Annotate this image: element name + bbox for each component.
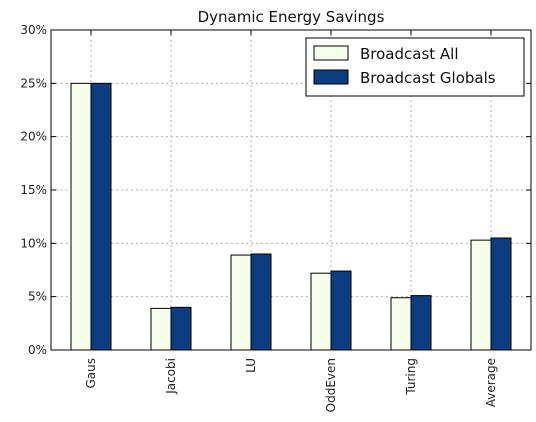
bar-broadcast-all-oddeven: [310, 272, 332, 351]
bar-broadcast-all-turing: [390, 297, 412, 351]
x-tick-label: Gaus: [84, 358, 98, 389]
bar-broadcast-globals-gaus: [90, 82, 112, 351]
x-tick-label: Jacobi: [164, 358, 178, 395]
legend: Broadcast All Broadcast Globals: [305, 37, 525, 97]
y-tick-label: 20%: [20, 130, 47, 144]
legend-swatch-broadcast-all: [313, 45, 349, 61]
y-tick-label: 15%: [20, 183, 47, 197]
bars: [70, 82, 512, 351]
x-tick-label: Average: [484, 358, 498, 407]
y-tick-label: 10%: [20, 236, 47, 250]
bar-broadcast-globals-average: [490, 237, 512, 351]
bar-broadcast-globals-jacobi: [170, 306, 192, 351]
legend-label-broadcast-all: Broadcast All: [360, 45, 459, 63]
x-tick-label: OddEven: [324, 358, 338, 412]
bar-broadcast-all-average: [470, 239, 492, 351]
y-tick-label: 30%: [20, 23, 47, 37]
bar-broadcast-globals-oddeven: [330, 270, 352, 351]
plot-frame: [50, 29, 532, 351]
y-axis: 0% 5% 10% 15% 20% 25% 30%: [20, 23, 531, 357]
legend-swatch-broadcast-globals: [313, 69, 349, 85]
x-axis: Gaus Jacobi LU OddEven Turing Average: [84, 30, 498, 412]
chart-title: Dynamic Energy Savings: [198, 8, 385, 26]
bar-broadcast-all-lu: [230, 254, 252, 351]
x-tick-label: LU: [244, 358, 258, 373]
y-tick-label: 25%: [20, 76, 47, 90]
bar-broadcast-all-jacobi: [150, 307, 172, 351]
bar-broadcast-all-gaus: [70, 82, 92, 351]
y-tick-label: 0%: [28, 343, 47, 357]
legend-label-broadcast-globals: Broadcast Globals: [360, 69, 496, 87]
bar-broadcast-globals-turing: [410, 295, 432, 351]
x-tick-label: Turing: [404, 358, 418, 396]
y-tick-label: 5%: [28, 290, 47, 304]
bar-broadcast-globals-lu: [250, 253, 272, 351]
